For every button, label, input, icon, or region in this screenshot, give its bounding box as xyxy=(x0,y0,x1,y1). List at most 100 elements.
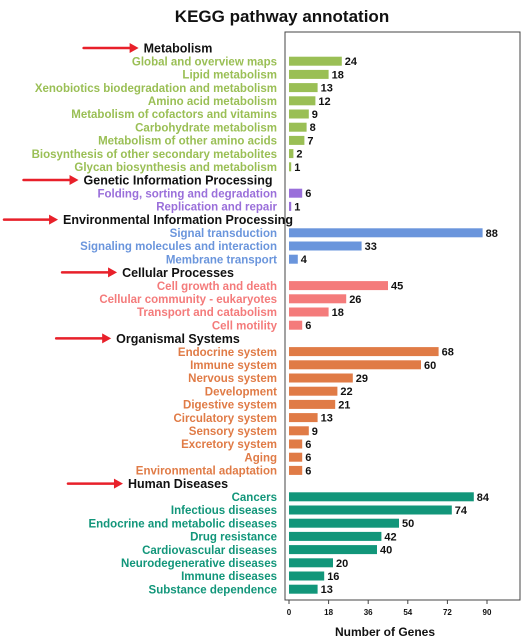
category-label-glycan-biosynthesis-and-metabolism: Glycan biosynthesis and metabolism xyxy=(74,162,277,174)
bar-lipid-metabolism xyxy=(289,69,329,79)
value-label-metabolism-of-cofactors-and-vitamins: 9 xyxy=(312,109,318,121)
category-label-carbohydrate-metabolism: Carbohydrate metabolism xyxy=(135,122,277,134)
bar-signal-transduction xyxy=(289,228,483,238)
category-label-signaling-molecules-and-interaction: Signaling molecules and interaction xyxy=(80,241,277,253)
bar-excretory-system xyxy=(289,439,303,449)
value-label-excretory-system: 6 xyxy=(305,439,311,451)
value-label-environmental-adaptation: 6 xyxy=(305,465,311,477)
value-label-sensory-system: 9 xyxy=(312,426,318,438)
group-header-human-diseases: Human Diseases xyxy=(128,477,228,491)
category-label-membrane-transport: Membrane transport xyxy=(166,254,277,266)
category-label-environmental-adaptation: Environmental adaptation xyxy=(136,466,277,478)
bar-infectious-diseases xyxy=(289,505,452,515)
x-axis: 0 18 36 54 72 90 xyxy=(287,600,492,617)
value-label-endocrine-and-metabolic-diseases: 50 xyxy=(402,518,414,530)
value-label-folding-sorting-and-degradation: 6 xyxy=(305,188,311,200)
bar-development xyxy=(289,386,338,396)
category-label-transport-and-catabolism: Transport and catabolism xyxy=(137,307,277,319)
red-arrow-icon-organismal-systems xyxy=(54,333,112,344)
bar-drug-resistance xyxy=(289,531,382,541)
bar-endocrine-and-metabolic-diseases xyxy=(289,518,399,528)
value-label-biosynthesis-of-other-secondary-metabolites: 2 xyxy=(296,149,302,161)
category-label-immune-diseases: Immune diseases xyxy=(181,571,277,583)
bar-substance-dependence xyxy=(289,584,318,594)
bar-aging xyxy=(289,452,303,462)
x-tick-label-36: 36 xyxy=(364,608,373,617)
category-label-cancers: Cancers xyxy=(232,492,277,504)
bar-cancers xyxy=(289,492,474,502)
bar-xenobiotics-biodegradation-and-metabolism xyxy=(289,83,318,93)
value-label-xenobiotics-biodegradation-and-metabolism: 13 xyxy=(321,83,333,95)
category-label-endocrine-and-metabolic-diseases: Endocrine and metabolic diseases xyxy=(88,518,277,530)
category-label-biosynthesis-of-other-secondary-metabolites: Biosynthesis of other secondary metaboli… xyxy=(32,149,277,161)
bar-transport-and-catabolism xyxy=(289,307,329,317)
category-label-cell-growth-and-death: Cell growth and death xyxy=(157,281,277,293)
category-label-aging: Aging xyxy=(244,452,277,464)
value-label-neurodegenerative-diseases: 20 xyxy=(336,558,348,570)
category-label-immune-system: Immune system xyxy=(190,360,277,372)
category-label-sensory-system: Sensory system xyxy=(189,426,277,438)
bar-cellular-community-eukaryotes xyxy=(289,294,347,304)
bar-amino-acid-metabolism xyxy=(289,96,316,106)
category-label-replication-and-repair: Replication and repair xyxy=(156,202,277,214)
bar-folding-sorting-and-degradation xyxy=(289,188,303,198)
value-label-cell-growth-and-death: 45 xyxy=(391,281,403,293)
category-label-cellular-community-eukaryotes: Cellular community - eukaryotes xyxy=(99,294,277,306)
category-label-cell-motility: Cell motility xyxy=(212,320,278,332)
bar-cell-motility xyxy=(289,320,303,330)
value-label-lipid-metabolism: 18 xyxy=(332,69,344,81)
value-label-drug-resistance: 42 xyxy=(384,531,396,543)
value-label-metabolism-of-other-amino-acids: 7 xyxy=(307,135,313,147)
value-label-transport-and-catabolism: 18 xyxy=(332,307,344,319)
x-tick-label-0: 0 xyxy=(287,608,292,617)
value-label-carbohydrate-metabolism: 8 xyxy=(310,122,316,134)
category-label-cardiovascular-diseases: Cardiovascular diseases xyxy=(142,545,277,557)
value-label-cellular-community-eukaryotes: 26 xyxy=(349,294,361,306)
value-label-signal-transduction: 88 xyxy=(486,228,498,240)
group-header-genetic-information-processing: Genetic Information Processing xyxy=(84,174,273,188)
category-label-folding-sorting-and-degradation: Folding, sorting and degradation xyxy=(97,188,277,200)
x-axis-label: Number of Genes xyxy=(335,625,435,639)
value-label-membrane-transport: 4 xyxy=(301,254,308,266)
category-label-infectious-diseases: Infectious diseases xyxy=(171,505,277,517)
group-header-environmental-information-processing: Environmental Information Processing xyxy=(63,213,293,227)
chart-title: KEGG pathway annotation xyxy=(175,7,389,26)
group-header-organismal-systems: Organismal Systems xyxy=(116,332,240,346)
bar-metabolism-of-cofactors-and-vitamins xyxy=(289,109,309,119)
category-label-metabolism-of-other-amino-acids: Metabolism of other amino acids xyxy=(98,136,277,148)
value-label-cardiovascular-diseases: 40 xyxy=(380,545,392,557)
bar-immune-diseases xyxy=(289,571,325,581)
category-label-xenobiotics-biodegradation-and-metabolism: Xenobiotics biodegradation and metabolis… xyxy=(35,83,277,95)
category-label-substance-dependence: Substance dependence xyxy=(149,584,277,596)
red-arrow-icon-genetic-information-processing xyxy=(22,175,79,185)
bar-membrane-transport xyxy=(289,254,298,264)
category-label-lipid-metabolism: Lipid metabolism xyxy=(182,70,277,82)
category-label-drug-resistance: Drug resistance xyxy=(190,532,277,544)
bar-cell-growth-and-death xyxy=(289,281,388,291)
category-label-excretory-system: Excretory system xyxy=(181,439,277,451)
value-label-digestive-system: 21 xyxy=(338,399,350,411)
group-header-metabolism: Metabolism xyxy=(144,42,213,56)
category-label-development: Development xyxy=(205,386,277,398)
value-label-substance-dependence: 13 xyxy=(321,584,333,596)
red-arrow-icon-environmental-information-processing xyxy=(2,214,59,225)
value-label-development: 22 xyxy=(340,386,352,398)
category-label-neurodegenerative-diseases: Neurodegenerative diseases xyxy=(121,558,277,570)
value-label-signaling-molecules-and-interaction: 33 xyxy=(365,241,377,253)
red-arrow-icon-metabolism xyxy=(82,43,139,53)
value-label-infectious-diseases: 74 xyxy=(455,505,468,517)
bar-signaling-molecules-and-interaction xyxy=(289,241,362,251)
value-label-endocrine-system: 68 xyxy=(442,347,454,359)
category-label-nervous-system: Nervous system xyxy=(188,373,277,385)
bar-sensory-system xyxy=(289,426,309,436)
bar-global-and-overview-maps xyxy=(289,56,342,66)
category-label-global-and-overview-maps: Global and overview maps xyxy=(132,56,277,68)
value-label-circulatory-system: 13 xyxy=(321,413,333,425)
value-label-immune-system: 60 xyxy=(424,360,436,372)
category-label-endocrine-system: Endocrine system xyxy=(178,347,277,359)
value-label-aging: 6 xyxy=(305,452,311,464)
bar-endocrine-system xyxy=(289,347,439,357)
value-label-immune-diseases: 16 xyxy=(327,571,339,583)
